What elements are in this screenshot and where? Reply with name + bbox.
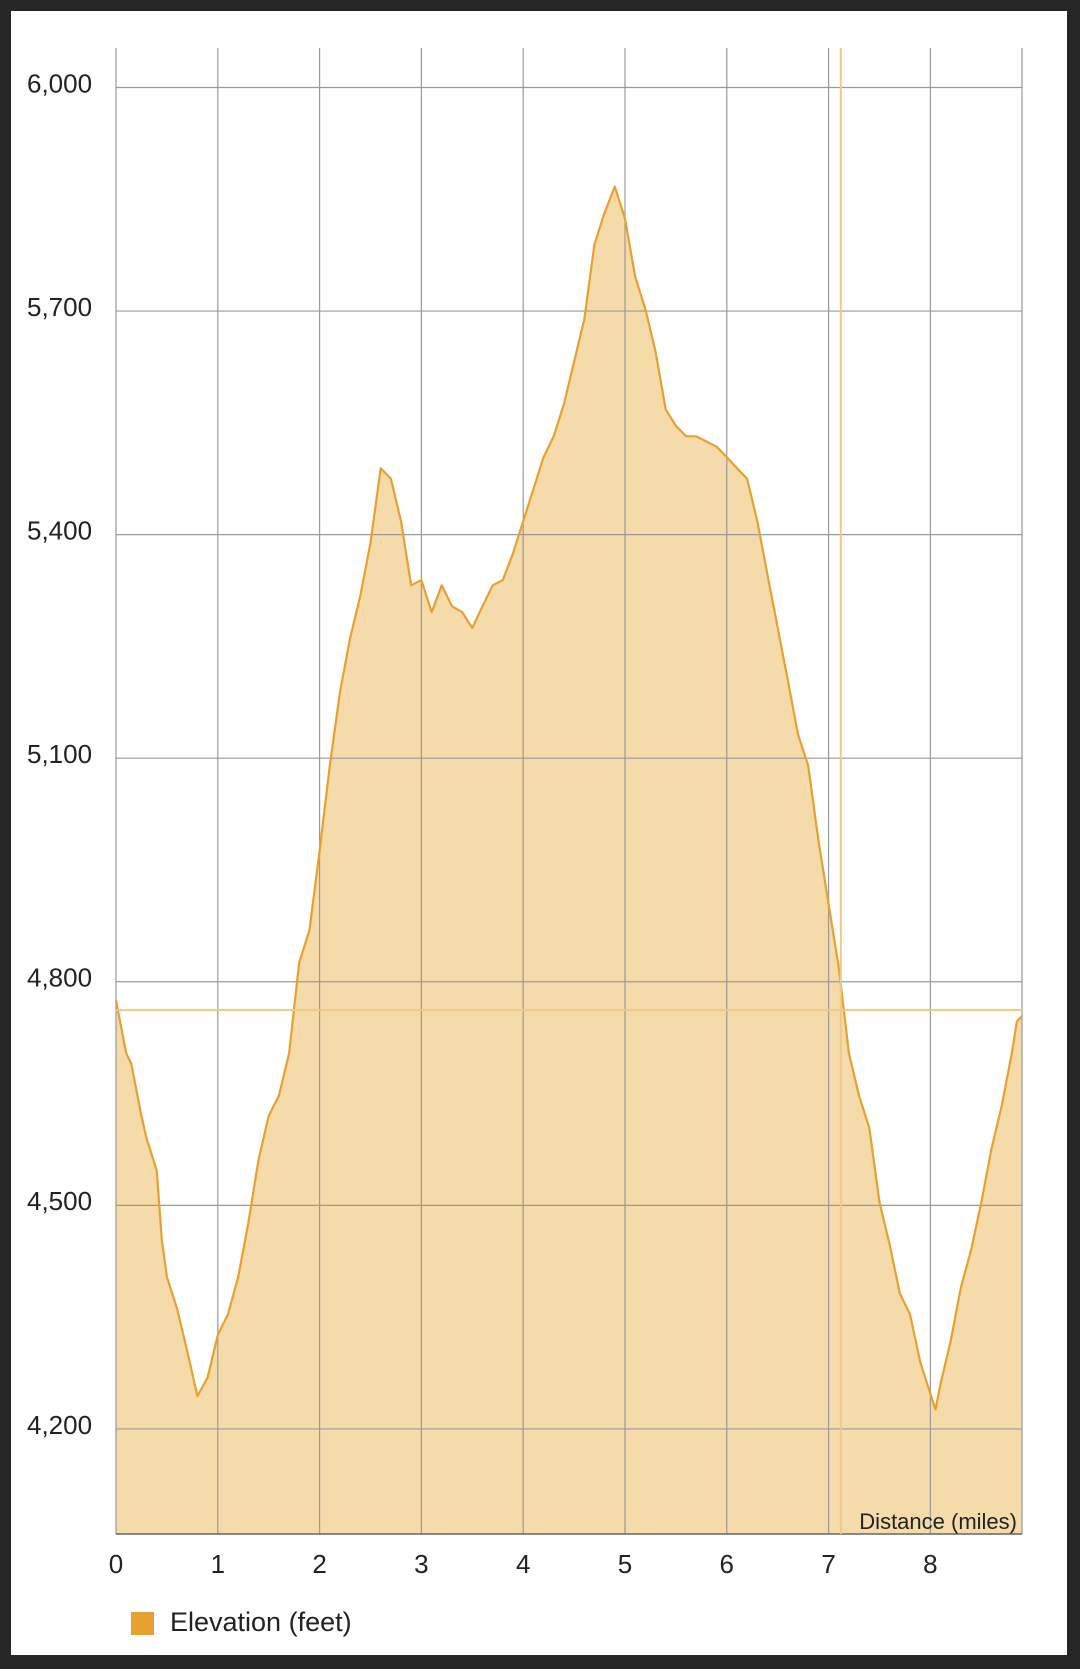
y-tick-label: 5,700 xyxy=(27,292,92,322)
y-tick-label: 4,200 xyxy=(27,1410,92,1440)
legend-label: Elevation (feet) xyxy=(170,1607,352,1637)
x-tick-label: 3 xyxy=(414,1549,428,1579)
y-tick-label: 6,000 xyxy=(27,68,92,98)
area-line xyxy=(114,185,1023,1411)
x-tick-label: 8 xyxy=(923,1549,937,1579)
area-fill xyxy=(116,186,1022,1535)
x-axis-label: Distance (miles) xyxy=(859,1509,1017,1534)
legend-swatch xyxy=(131,1612,154,1635)
y-tick-label: 4,800 xyxy=(27,963,92,993)
x-tick-label: 2 xyxy=(312,1549,326,1579)
x-tick-label: 1 xyxy=(211,1549,225,1579)
x-tick-label: 4 xyxy=(516,1549,530,1579)
x-tick-label: 5 xyxy=(618,1549,632,1579)
y-tick-label: 5,100 xyxy=(27,739,92,769)
x-tick-label: 6 xyxy=(720,1549,734,1579)
y-tick-label: 4,500 xyxy=(27,1186,92,1216)
x-tick-label: 0 xyxy=(109,1549,123,1579)
y-tick-label: 5,400 xyxy=(27,516,92,546)
x-tick-label: 7 xyxy=(821,1549,835,1579)
